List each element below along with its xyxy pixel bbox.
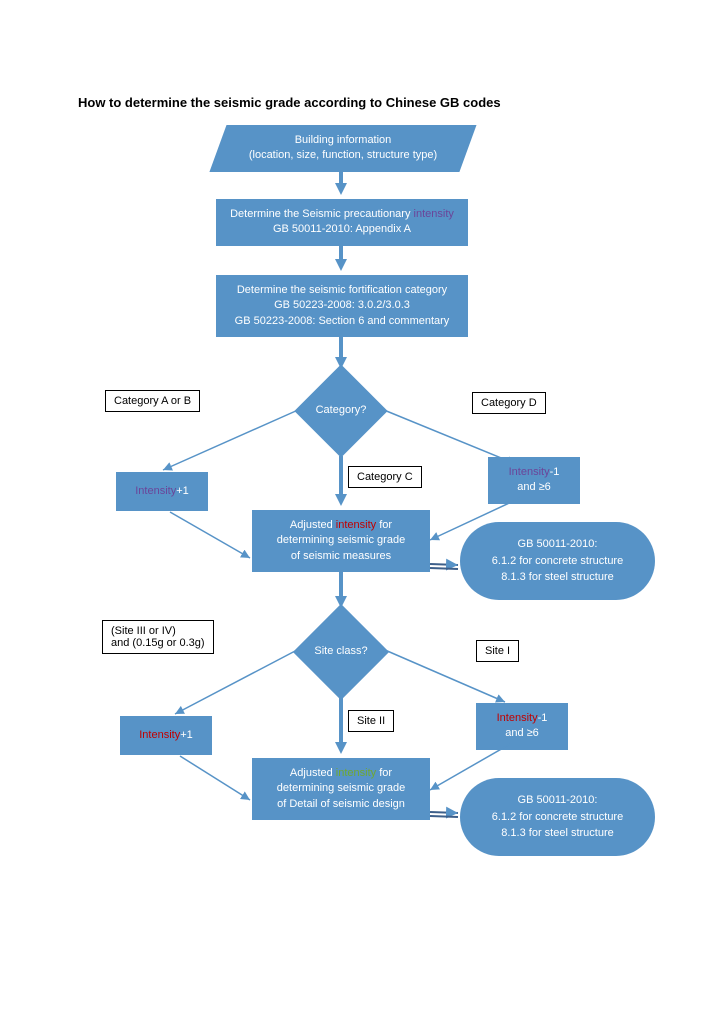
label-site-i: Site I (476, 640, 519, 662)
boxR2-b: -1 (538, 712, 548, 724)
ref2-line3: 8.1.3 for steel structure (501, 827, 614, 839)
node5-line1b: intensity (336, 767, 376, 779)
box-intensity-plus1-b: Intensity+1 (120, 716, 212, 755)
ref1-line1: GB 50011-2010: (518, 538, 598, 550)
node-building-info: Building information (location, size, fu… (209, 125, 476, 172)
label-category-d: Category D (472, 392, 546, 414)
box-intensity-minus1-b: Intensity-1 and ≥6 (476, 703, 568, 750)
node5-line2: determining seismic grade (277, 782, 405, 794)
node4-line1b: intensity (336, 519, 376, 531)
node1-line2: (location, size, function, structure typ… (249, 149, 437, 161)
boxR1-c: and ≥6 (517, 481, 551, 493)
node4-line1a: Adjusted (290, 519, 336, 531)
boxL1-a: Intensity (135, 485, 176, 497)
arrow-head (335, 742, 347, 754)
node4-line3: of seismic measures (291, 550, 391, 562)
arrow-line (339, 570, 343, 598)
arrow-line (339, 698, 343, 744)
node-adjusted-intensity-measures: Adjusted intensity for determining seism… (252, 510, 430, 572)
boxR1-b: -1 (550, 466, 560, 478)
node-fortification-category: Determine the seismic fortification cate… (216, 275, 468, 337)
boxR2-c: and ≥6 (505, 727, 539, 739)
node2-line2: GB 50011-2010: Appendix A (273, 223, 411, 235)
page-title: How to determine the seismic grade accor… (78, 95, 501, 110)
boxL1-b: +1 (176, 485, 189, 497)
label-siteL-line1: (Site III or IV) (111, 625, 176, 637)
node5-line1c: for (376, 767, 392, 779)
node5-line3: of Detail of seismic design (277, 798, 405, 810)
node-adjusted-intensity-detail: Adjusted intensity for determining seism… (252, 758, 430, 820)
label-site-ii: Site II (348, 710, 394, 732)
node-seismic-intensity: Determine the Seismic precautionary inte… (216, 199, 468, 246)
arrow-head (335, 183, 347, 195)
ref1-line3: 8.1.3 for steel structure (501, 571, 614, 583)
arrow-line (339, 456, 343, 496)
arrow-line (339, 333, 343, 359)
node5-line1a: Adjusted (290, 767, 336, 779)
boxR2-a: Intensity (497, 712, 538, 724)
diamond-site-class (293, 604, 389, 700)
boxR1-a: Intensity (509, 466, 550, 478)
node4-line2: determining seismic grade (277, 534, 405, 546)
node1-line1: Building information (295, 134, 392, 146)
boxL2-a: Intensity (139, 729, 180, 741)
arrow-head (335, 259, 347, 271)
box-intensity-minus1-a: Intensity-1 and ≥6 (488, 457, 580, 504)
node2-line1b: intensity (414, 208, 454, 220)
node2-line1a: Determine the Seismic precautionary (230, 208, 413, 220)
box-intensity-plus1-a: Intensity+1 (116, 472, 208, 511)
node3-line2: GB 50223-2008: 3.0.2/3.0.3 (274, 299, 410, 311)
label-category-ab: Category A or B (105, 390, 200, 412)
ref2-line2: 6.1.2 for concrete structure (492, 811, 623, 823)
ref2-line1: GB 50011-2010: (518, 794, 598, 806)
node4-line1c: for (376, 519, 392, 531)
boxL2-b: +1 (180, 729, 193, 741)
node3-line3: GB 50223-2008: Section 6 and commentary (235, 315, 450, 327)
ref-box-1: GB 50011-2010: 6.1.2 for concrete struct… (460, 522, 655, 600)
ref-box-2: GB 50011-2010: 6.1.2 for concrete struct… (460, 778, 655, 856)
label-siteL-line2: and (0.15g or 0.3g) (111, 637, 205, 649)
ref1-line2: 6.1.2 for concrete structure (492, 555, 623, 567)
diamond-category (294, 364, 387, 457)
arrow-head (335, 494, 347, 506)
label-category-c: Category C (348, 466, 422, 488)
node3-line1: Determine the seismic fortification cate… (237, 284, 447, 296)
label-site-left: (Site III or IV) and (0.15g or 0.3g) (102, 620, 214, 654)
